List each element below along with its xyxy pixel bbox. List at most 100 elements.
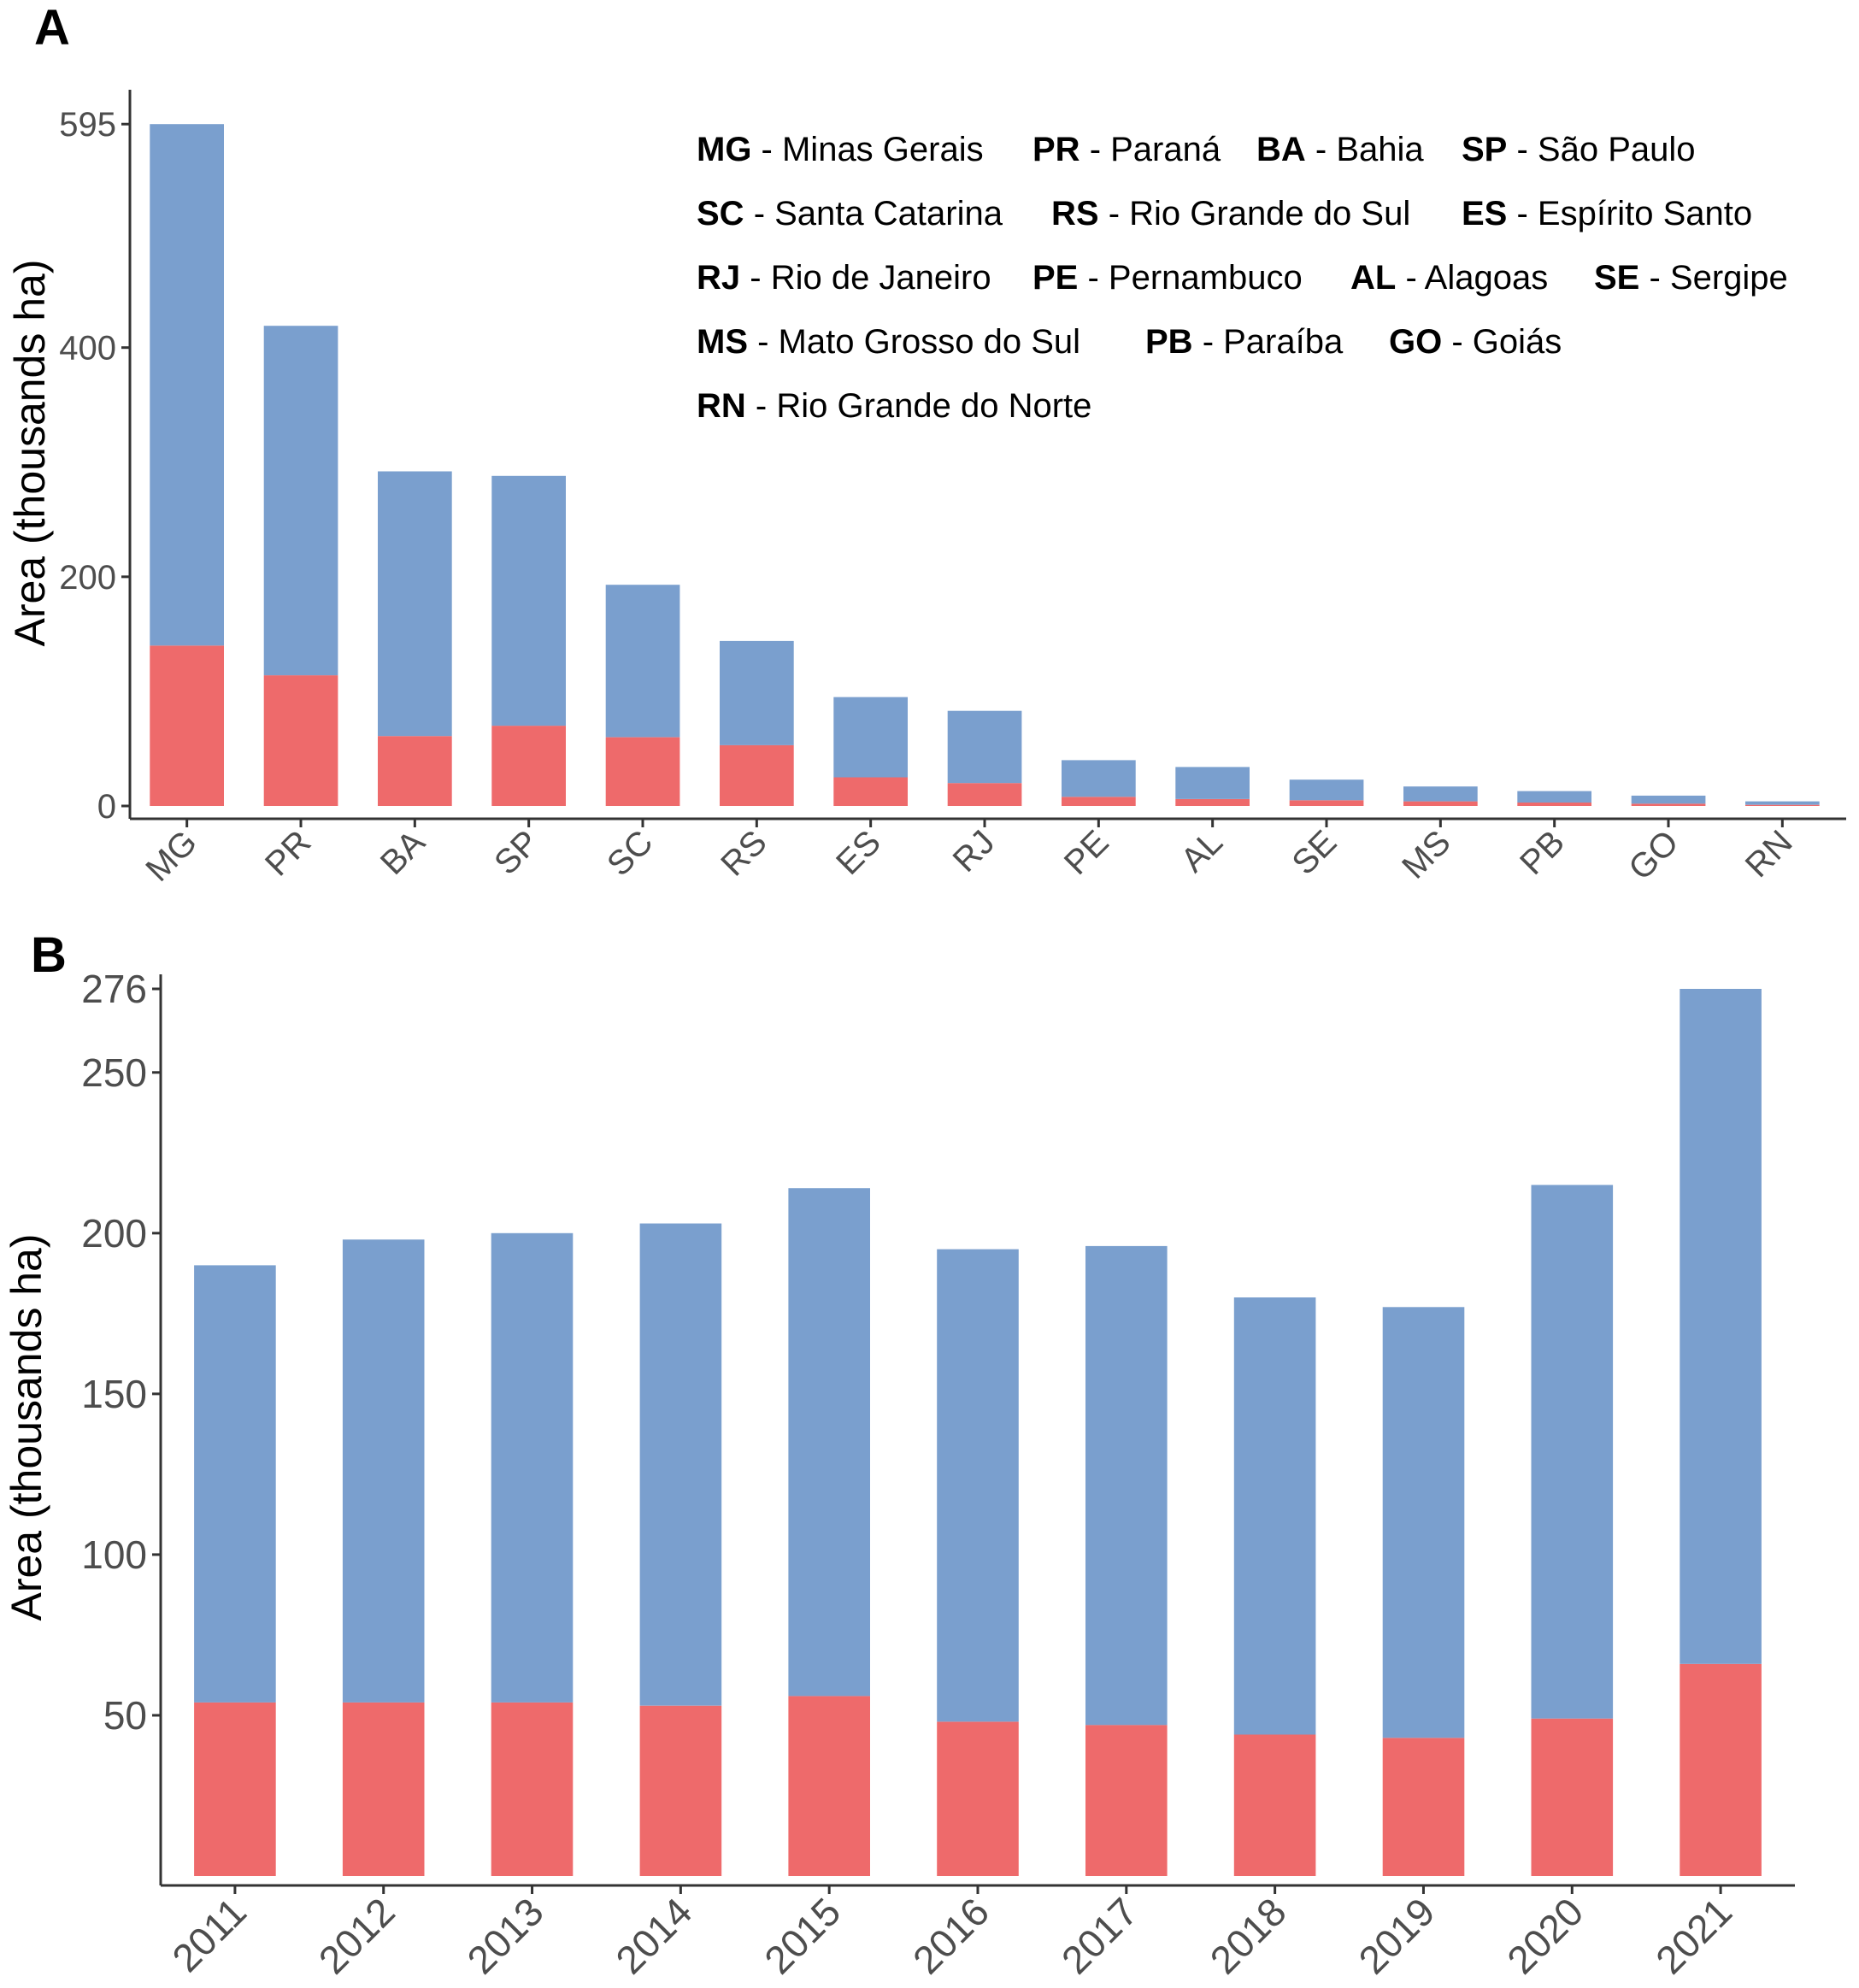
panel-a-bar-SP-lower (491, 726, 566, 806)
panel-a-bar-RJ-upper (947, 710, 1022, 784)
panel-b-bar-2011-upper (194, 1265, 276, 1703)
panel-b-bar-2014-lower (639, 1705, 722, 1876)
legend-entry-rn: RN - Rio Grande do Norte (697, 387, 1091, 425)
panel-a-bar-AL-lower (1175, 799, 1250, 806)
panel-a-bar-PR-lower (263, 675, 338, 806)
panel-a-bar-PB-upper (1517, 791, 1591, 803)
legend-abbr: GO (1389, 323, 1442, 361)
panel-a-y-ticks: 0 200 400 595 (59, 106, 130, 826)
panel-b-bar-2011-lower (194, 1702, 276, 1876)
legend-abbr: MG (697, 131, 751, 168)
panel-b-bar-2020-upper (1531, 1185, 1614, 1719)
panel-b-bar-2013-upper (491, 1232, 574, 1703)
panel-a-bar-SC-upper (605, 585, 680, 738)
panel-a-bar-MS-lower (1403, 801, 1478, 806)
panel-a-bar-PE-lower (1062, 797, 1136, 806)
legend-abbr: PR (1032, 131, 1080, 168)
panel-b-y-tick-label: 100 (81, 1532, 147, 1577)
legend-name: Goiás (1473, 323, 1562, 361)
legend-entry-rs: RS - Rio Grande do Sul (1051, 195, 1410, 232)
panel-b-bar-2014-upper (639, 1223, 722, 1706)
legend-name: Paraná (1110, 131, 1221, 168)
panel-b-bar-2017-upper (1085, 1245, 1168, 1726)
legend-separator: - (1442, 323, 1473, 361)
legend-abbr: RJ (697, 259, 740, 297)
panel-a-bar-MS-upper (1403, 786, 1478, 802)
panel-b-bar-2012-lower (342, 1702, 425, 1876)
legend-name: Minas Gerais (782, 131, 984, 168)
legend-separator: - (1507, 195, 1538, 232)
panel-a-bar-AL-upper (1175, 767, 1250, 799)
panel-a-x-tick-label: PR (258, 823, 318, 883)
panel-a-x-tick-label: ES (829, 823, 888, 882)
panel-b-bar-2012-upper (342, 1239, 425, 1703)
legend-name: São Paulo (1538, 131, 1696, 168)
legend-entry-sc: SC - Santa Catarina (697, 195, 1003, 232)
legend-abbr: ES (1462, 195, 1507, 232)
panel-a-y-tick-label: 400 (59, 330, 116, 368)
panel-a-letter: A (34, 0, 70, 56)
legend-entry-pr: PR - Paraná (1032, 131, 1221, 168)
panel-b-x-ticks: 2011 2012 2013 2014 2015 2016 2017 2018 2019 2020… (163, 1885, 1740, 1982)
legend-separator: - (1306, 131, 1337, 168)
panel-b-y-tick-label: 50 (103, 1693, 147, 1738)
legend-entry-rj: RJ - Rio de Janeiro (697, 259, 991, 297)
panel-a-bar-PR-upper (263, 326, 338, 676)
legend-entry-ba: BA - Bahia (1256, 131, 1424, 168)
panel-b-bar-2019-upper (1382, 1307, 1465, 1738)
panel-b-bar-2018-lower (1233, 1734, 1316, 1876)
legend-entry-sp: SP - São Paulo (1462, 131, 1696, 168)
legend-separator: - (746, 387, 777, 425)
legend-separator: - (1099, 195, 1130, 232)
panel-b-bar-2019-lower (1382, 1738, 1465, 1876)
legend-separator: - (751, 131, 782, 168)
panel-b-bar-2020-lower (1531, 1718, 1614, 1876)
panel-b-bar-2018-upper (1233, 1297, 1316, 1735)
panel-b-bar-2021-upper (1680, 989, 1762, 1664)
panel-a-bar-ES-upper (833, 697, 908, 778)
legend-separator: - (1080, 131, 1111, 168)
legend-entry-pb: PB - Paraíba (1145, 323, 1344, 361)
panel-a-bar-BA-lower (378, 736, 452, 806)
panel-a: A Area (thousands ha) 0 200 400 595 MG PR BA S… (6, 0, 1846, 889)
legend-name: Rio Grande do Sul (1129, 195, 1410, 232)
legend-name: Rio Grande do Norte (776, 387, 1091, 425)
legend-entry-ms: MS - Mato Grosso do Sul (697, 323, 1080, 361)
legend-name: Mato Grosso do Sul (779, 323, 1081, 361)
legend-separator: - (744, 195, 775, 232)
legend-separator: - (1078, 259, 1109, 297)
panel-a-x-tick-label: MG (138, 823, 204, 889)
legend-name: Bahia (1336, 131, 1424, 168)
panel-b-y-axis-title: Area (thousands ha) (3, 1233, 50, 1620)
panel-b-bar-2015-upper (788, 1188, 870, 1697)
panel-a-legend: MG - Minas Gerais PR - Paraná BA - Bahia SP… (697, 131, 1788, 425)
legend-entry-pe: PE - Pernambuco (1032, 259, 1303, 297)
panel-a-x-tick-label: PB (1513, 823, 1572, 882)
panel-b-bar-2016-lower (937, 1721, 1019, 1876)
panel-a-x-tick-label: SE (1285, 823, 1344, 882)
panel-a-bar-SE-upper (1289, 779, 1364, 801)
legend-abbr: PE (1032, 259, 1078, 297)
legend-abbr: RN (697, 387, 746, 425)
panel-a-bar-MG-lower (150, 645, 224, 806)
panel-b-x-tick-label: 2012 (310, 1889, 403, 1982)
legend-separator: - (1193, 323, 1224, 361)
panel-a-x-tick-label: MS (1395, 823, 1458, 886)
legend-name: Espírito Santo (1538, 195, 1752, 232)
panel-b-x-tick-label: 2021 (1647, 1889, 1740, 1982)
panel-b-bar-2016-upper (937, 1249, 1019, 1722)
panel-b-x-tick-label: 2019 (1350, 1889, 1443, 1982)
panel-b-y-tick-label: 276 (81, 967, 147, 1011)
panel-b-x-tick-label: 2020 (1498, 1889, 1591, 1982)
legend-abbr: BA (1256, 131, 1306, 168)
panel-a-bar-MG-upper (150, 124, 224, 646)
panel-b-x-tick-label: 2013 (458, 1889, 551, 1982)
legend-abbr: SP (1462, 131, 1507, 168)
panel-a-bar-PE-upper (1062, 760, 1136, 797)
legend-entry-go: GO - Goiás (1389, 323, 1562, 361)
panel-b-bar-2017-lower (1085, 1725, 1168, 1876)
panel-a-y-axis-title: Area (thousands ha) (6, 259, 54, 646)
panel-a-x-tick-label: RN (1738, 823, 1800, 885)
panel-a-x-ticks: MG PR BA SP SC RS ES RJ PE AL SE MS PB GO RN (138, 819, 1800, 889)
